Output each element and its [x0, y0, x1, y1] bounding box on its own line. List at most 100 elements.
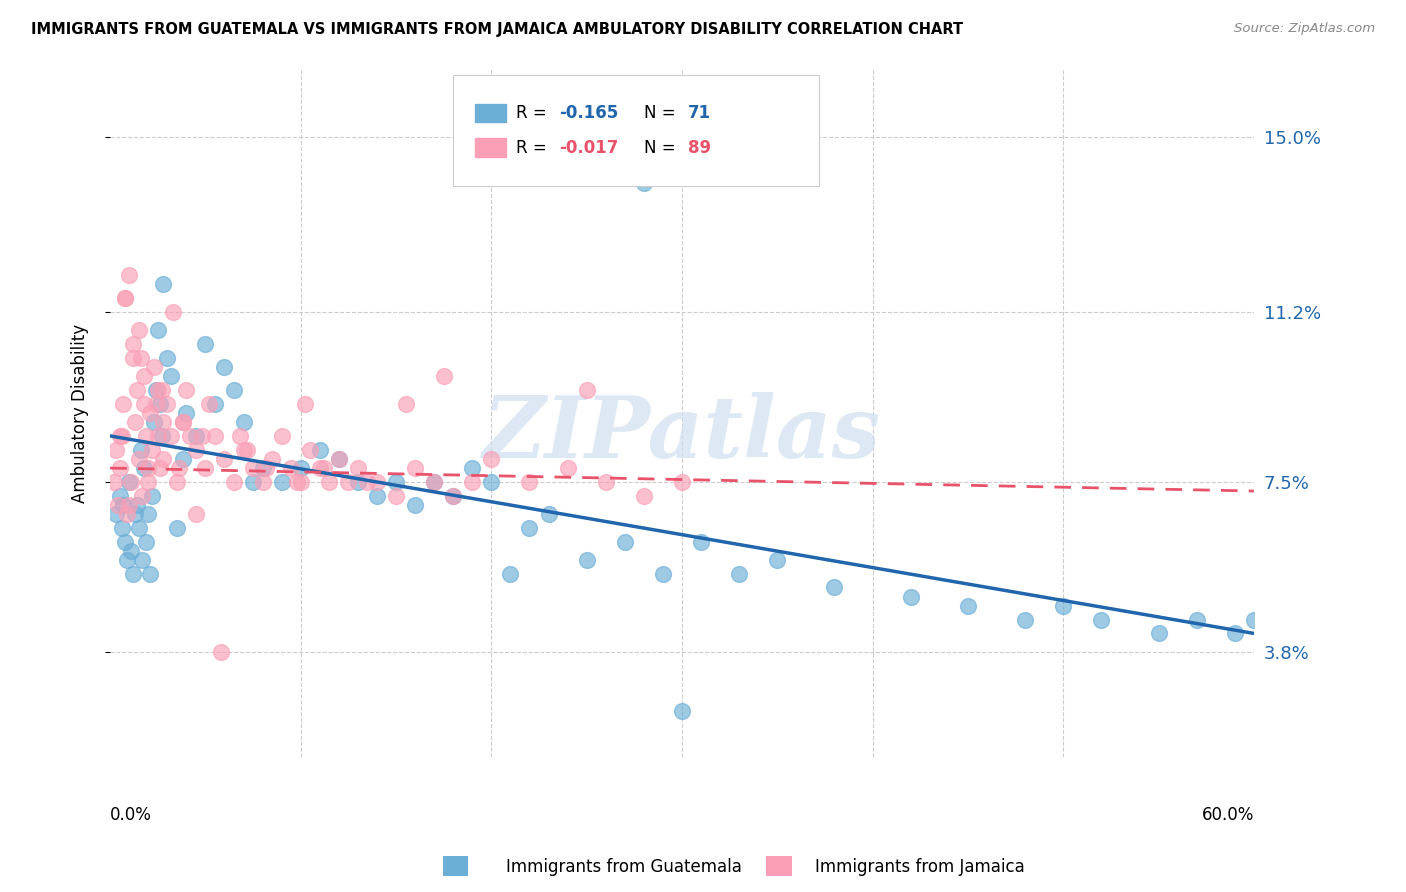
- Point: [146, 429, 169, 443]
- Point: [728, 566, 751, 581]
- Text: R =: R =: [516, 139, 553, 157]
- Point: [149, 397, 172, 411]
- Point: [122, 337, 145, 351]
- Point: [690, 534, 713, 549]
- Point: [124, 415, 146, 429]
- Point: [299, 442, 322, 457]
- Point: [118, 475, 141, 489]
- Point: [366, 489, 388, 503]
- Point: [166, 521, 188, 535]
- Point: [242, 461, 264, 475]
- Point: [172, 415, 194, 429]
- Point: [433, 369, 456, 384]
- Text: IMMIGRANTS FROM GUATEMALA VS IMMIGRANTS FROM JAMAICA AMBULATORY DISABILITY CORRE: IMMIGRANTS FROM GUATEMALA VS IMMIGRANTS …: [31, 22, 963, 37]
- Text: 71: 71: [688, 104, 711, 122]
- Point: [222, 475, 245, 489]
- Point: [1147, 626, 1170, 640]
- Point: [461, 475, 484, 489]
- Point: [290, 461, 312, 475]
- Point: [142, 359, 165, 374]
- Point: [184, 442, 207, 457]
- FancyBboxPatch shape: [453, 76, 820, 186]
- Point: [128, 323, 150, 337]
- Point: [479, 475, 502, 489]
- Point: [194, 337, 217, 351]
- Point: [134, 461, 156, 475]
- Point: [209, 645, 232, 659]
- Point: [262, 451, 284, 466]
- Point: [575, 553, 598, 567]
- Point: [114, 534, 136, 549]
- Point: [124, 507, 146, 521]
- Point: [145, 397, 167, 411]
- Point: [142, 415, 165, 429]
- Point: [108, 429, 131, 443]
- Point: [824, 581, 846, 595]
- Point: [228, 429, 250, 443]
- Point: [356, 475, 378, 489]
- Point: [108, 489, 131, 503]
- FancyBboxPatch shape: [475, 103, 506, 122]
- Point: [347, 461, 370, 475]
- Point: [162, 305, 184, 319]
- Point: [166, 475, 188, 489]
- Point: [308, 442, 330, 457]
- Point: [270, 475, 292, 489]
- Point: [461, 461, 484, 475]
- Text: Immigrants from Guatemala: Immigrants from Guatemala: [506, 858, 742, 876]
- Point: [114, 291, 136, 305]
- Point: [179, 429, 201, 443]
- Point: [150, 429, 173, 443]
- Point: [104, 442, 127, 457]
- Point: [134, 369, 156, 384]
- Point: [308, 461, 330, 475]
- Point: [294, 397, 316, 411]
- Point: [479, 451, 502, 466]
- Point: [575, 383, 598, 397]
- Point: [280, 461, 302, 475]
- Point: [160, 429, 183, 443]
- Point: [103, 475, 125, 489]
- Point: [651, 566, 673, 581]
- Point: [134, 397, 156, 411]
- Text: N =: N =: [644, 104, 681, 122]
- Point: [1014, 613, 1036, 627]
- Point: [136, 461, 159, 475]
- Point: [633, 489, 655, 503]
- Point: [122, 351, 145, 365]
- Text: -0.017: -0.017: [560, 139, 619, 157]
- Point: [194, 461, 217, 475]
- Point: [176, 406, 198, 420]
- Point: [167, 461, 190, 475]
- Point: [156, 397, 179, 411]
- Text: R =: R =: [516, 104, 553, 122]
- Point: [1223, 626, 1246, 640]
- Point: [112, 397, 135, 411]
- Point: [176, 383, 198, 397]
- Point: [115, 553, 138, 567]
- Point: [125, 383, 148, 397]
- Point: [1185, 613, 1208, 627]
- Point: [328, 451, 350, 466]
- Point: [519, 475, 541, 489]
- Point: [671, 705, 693, 719]
- Point: [110, 429, 132, 443]
- Point: [404, 498, 426, 512]
- Point: [108, 461, 131, 475]
- Point: [104, 507, 127, 521]
- Point: [118, 268, 141, 283]
- Point: [145, 383, 167, 397]
- Point: [633, 177, 655, 191]
- Point: [270, 429, 292, 443]
- Point: [150, 383, 173, 397]
- Point: [423, 475, 446, 489]
- Point: [290, 475, 312, 489]
- Point: [136, 507, 159, 521]
- Point: [318, 475, 340, 489]
- Text: Immigrants from Jamaica: Immigrants from Jamaica: [815, 858, 1025, 876]
- Point: [152, 415, 174, 429]
- Point: [118, 498, 141, 512]
- Point: [385, 475, 408, 489]
- Point: [404, 461, 426, 475]
- Text: ZIPatlas: ZIPatlas: [482, 392, 882, 475]
